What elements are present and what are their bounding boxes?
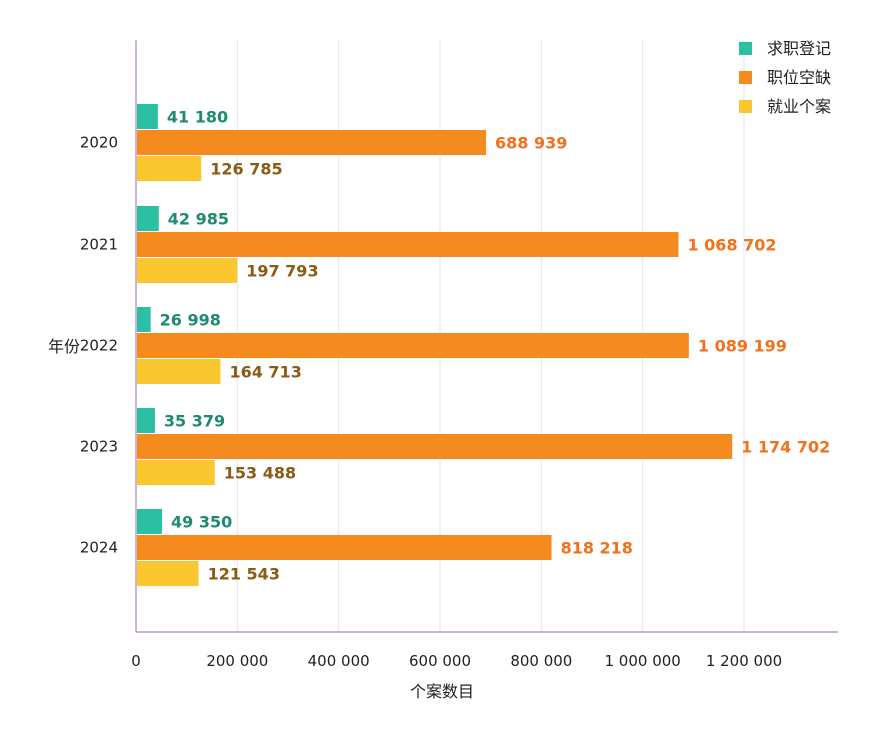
y-tick-label: 2020: [80, 134, 118, 152]
bar-2022-0: [137, 307, 151, 332]
bar-2020-2: [137, 156, 202, 181]
data-label: 688 939: [495, 134, 567, 153]
data-label: 41 180: [167, 108, 228, 127]
x-tick-label: 200 000: [206, 652, 268, 670]
y-tick-label: 2021: [80, 236, 118, 254]
bars: [137, 104, 733, 586]
y-tick-label: 2023: [80, 438, 118, 456]
bar-2024-2: [137, 561, 199, 586]
data-labels: 41 180 688 939 126 785 42 985 1 068 702 197 7…: [160, 108, 831, 584]
legend-swatch: [739, 71, 752, 84]
data-label: 1 174 702: [741, 438, 830, 457]
data-label: 49 350: [171, 513, 232, 532]
bar-2024-0: [137, 509, 163, 534]
data-label: 153 488: [224, 464, 296, 483]
x-tick-label: 800 000: [510, 652, 572, 670]
x-tick-label: 600 000: [409, 652, 471, 670]
data-label: 26 998: [160, 311, 221, 330]
data-label: 126 785: [210, 160, 282, 179]
bar-2020-1: [137, 130, 487, 155]
bar-2021-2: [137, 258, 238, 283]
bar-2021-1: [137, 232, 679, 257]
x-tick-label: 1 200 000: [706, 652, 782, 670]
y-axis-title: 年份: [48, 337, 80, 356]
data-label: 164 713: [229, 363, 301, 382]
data-label: 35 379: [164, 412, 225, 431]
data-label: 1 089 199: [698, 337, 787, 356]
axes: 0 200 000 400 000 600 000 800 000 1 000 000 1 …: [80, 40, 838, 670]
x-tick-label: 0: [131, 652, 141, 670]
legend-swatch: [739, 100, 752, 113]
bar-2022-2: [137, 359, 221, 384]
bar-2023-2: [137, 460, 215, 485]
x-tick-label: 1 000 000: [604, 652, 680, 670]
bar-2023-1: [137, 434, 733, 459]
y-tick-label: 2024: [80, 539, 118, 557]
y-tick-label: 2022: [80, 337, 118, 355]
bar-2020-0: [137, 104, 158, 129]
legend-label: 职位空缺: [767, 68, 831, 87]
bar-2024-1: [137, 535, 552, 560]
bar-2021-0: [137, 206, 159, 231]
legend-label: 就业个案: [767, 97, 831, 116]
bar-2022-1: [137, 333, 689, 358]
legend-label: 求职登记: [767, 39, 831, 58]
bar-2023-0: [137, 408, 155, 433]
data-label: 197 793: [246, 262, 318, 281]
data-label: 818 218: [561, 539, 633, 558]
data-label: 121 543: [208, 565, 280, 584]
x-axis-title: 个案数目: [410, 682, 474, 701]
data-label: 1 068 702: [687, 236, 776, 255]
data-label: 42 985: [168, 210, 229, 229]
x-tick-label: 400 000: [308, 652, 370, 670]
legend-swatch: [739, 42, 752, 55]
